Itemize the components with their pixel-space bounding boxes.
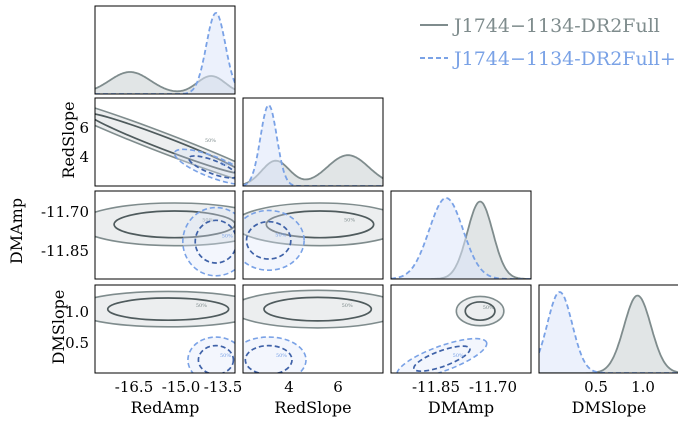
panel-frame bbox=[94, 190, 236, 280]
panel-dmamp-redslope: 50% 50% bbox=[243, 202, 383, 271]
marginal-line bbox=[539, 291, 678, 373]
tick-x-dmslope-1: 1.0 bbox=[631, 378, 655, 396]
marginal-fill bbox=[391, 198, 531, 279]
contour-50 bbox=[244, 344, 293, 373]
panel-dmslope-redslope: 50% 50% bbox=[243, 289, 383, 373]
contour-level-label: 50% bbox=[276, 353, 287, 359]
tick-x-redslope-0: 4 bbox=[284, 378, 294, 396]
contour-level-label: 50% bbox=[196, 303, 207, 309]
contour-90 bbox=[243, 209, 305, 271]
tick-x-dmamp-1: -11.70 bbox=[469, 378, 517, 396]
panel-dmslope-dmslope bbox=[539, 291, 678, 373]
panel-dmslope-dmamp: 50% 50% bbox=[396, 295, 505, 373]
legend: J1744−1134-DR2Full J1744−1134-DR2Full+ bbox=[420, 15, 676, 70]
tick-x-dmamp-0: -11.85 bbox=[412, 378, 460, 396]
marginal-fill bbox=[391, 201, 531, 279]
panel-frame bbox=[538, 284, 678, 374]
contour-level-label: 50% bbox=[275, 233, 286, 239]
tick-y-redslope-1: 4 bbox=[79, 148, 89, 166]
panel-frame bbox=[390, 190, 532, 280]
tick-x-dmslope-0: 0.5 bbox=[584, 378, 608, 396]
contour-level-label: 50% bbox=[205, 138, 216, 144]
contour-90 bbox=[95, 98, 235, 186]
ylabel-dmamp: DMAmp bbox=[7, 198, 26, 264]
tick-x-redamp-2: -13.5 bbox=[204, 378, 242, 396]
contour-90 bbox=[95, 290, 235, 328]
contour-level-label: 50% bbox=[222, 233, 233, 239]
marginal-fill bbox=[539, 292, 678, 373]
contour-50 bbox=[263, 296, 373, 322]
marginal-line bbox=[539, 294, 678, 373]
marginal-line bbox=[243, 103, 383, 186]
tick-y-dmamp-0: -11.70 bbox=[41, 203, 89, 221]
tick-y-redslope-0: 6 bbox=[79, 119, 89, 137]
marginal-line bbox=[95, 12, 235, 94]
contour-level-label: 50% bbox=[220, 353, 231, 359]
panel-dmamp-dmamp bbox=[391, 197, 531, 279]
ylabel-dmslope: DMSlope bbox=[49, 290, 68, 365]
panel-frame bbox=[94, 97, 236, 187]
contour-50 bbox=[413, 345, 471, 373]
tick-y-dmslope-0: 1.0 bbox=[65, 303, 89, 321]
contour-90 bbox=[173, 148, 235, 186]
contour-90 bbox=[95, 202, 235, 247]
tick-y-dmslope-1: 0.5 bbox=[65, 334, 89, 352]
panel-redamp-redamp bbox=[95, 12, 235, 94]
marginal-fill bbox=[243, 105, 383, 186]
contour-50 bbox=[95, 112, 235, 175]
legend-label-dr2fullplus: J1744−1134-DR2Full+ bbox=[452, 48, 676, 70]
tick-x-redamp-0: -16.5 bbox=[115, 378, 153, 396]
contour-50 bbox=[197, 344, 235, 373]
panel-redslope-redamp: 50% 50% bbox=[95, 98, 235, 186]
contour-level-label: 50% bbox=[453, 353, 464, 359]
ylabel-redslope: RedSlope bbox=[59, 101, 78, 178]
contour-50 bbox=[113, 210, 235, 239]
panel-redslope-redslope bbox=[243, 103, 383, 186]
contour-level-label: 50% bbox=[221, 162, 232, 168]
marginal-fill bbox=[539, 295, 678, 373]
panel-frame bbox=[94, 5, 236, 95]
panel-frame bbox=[242, 97, 384, 187]
contour-50 bbox=[245, 220, 292, 260]
xlabel-redamp: RedAmp bbox=[131, 398, 200, 417]
contour-50 bbox=[187, 155, 235, 179]
panel-frame bbox=[242, 190, 384, 280]
contour-level-label: 50% bbox=[483, 305, 494, 311]
xlabel-dmslope: DMSlope bbox=[572, 398, 647, 417]
contour-90 bbox=[396, 337, 488, 373]
contour-50 bbox=[464, 301, 496, 322]
marginal-fill bbox=[95, 13, 235, 94]
xlabel-redslope: RedSlope bbox=[274, 398, 351, 417]
legend-label-dr2full: J1744−1134-DR2Full bbox=[452, 15, 660, 37]
xlabel-dmamp: DMAmp bbox=[428, 398, 494, 417]
tick-y-dmamp-1: -11.85 bbox=[41, 242, 89, 260]
panel-dmamp-redamp: 50% 50% bbox=[95, 202, 235, 277]
contour-90 bbox=[455, 295, 505, 327]
contour-90 bbox=[187, 336, 235, 373]
contour-level-label: 50% bbox=[344, 218, 355, 224]
panel-frame bbox=[390, 284, 532, 374]
marginal-line bbox=[391, 197, 531, 279]
tick-x-redslope-1: 6 bbox=[333, 378, 343, 396]
contour-50 bbox=[106, 297, 230, 322]
contour-level-label: 50% bbox=[342, 303, 353, 309]
contour-90 bbox=[182, 206, 235, 277]
contour-50 bbox=[194, 219, 235, 264]
panels: 50% 50% 50% 50% 50% 50% 50% 50% 50% 50% 50% 50% bbox=[94, 5, 678, 374]
tick-x-redamp-1: -15.0 bbox=[162, 378, 200, 396]
panel-dmslope-redamp: 50% 50% bbox=[95, 290, 235, 373]
panel-frame bbox=[242, 284, 384, 374]
contour-50 bbox=[265, 210, 375, 239]
panel-frame bbox=[94, 284, 236, 374]
contour-level-label: 50% bbox=[202, 218, 213, 224]
contour-90 bbox=[243, 289, 383, 329]
